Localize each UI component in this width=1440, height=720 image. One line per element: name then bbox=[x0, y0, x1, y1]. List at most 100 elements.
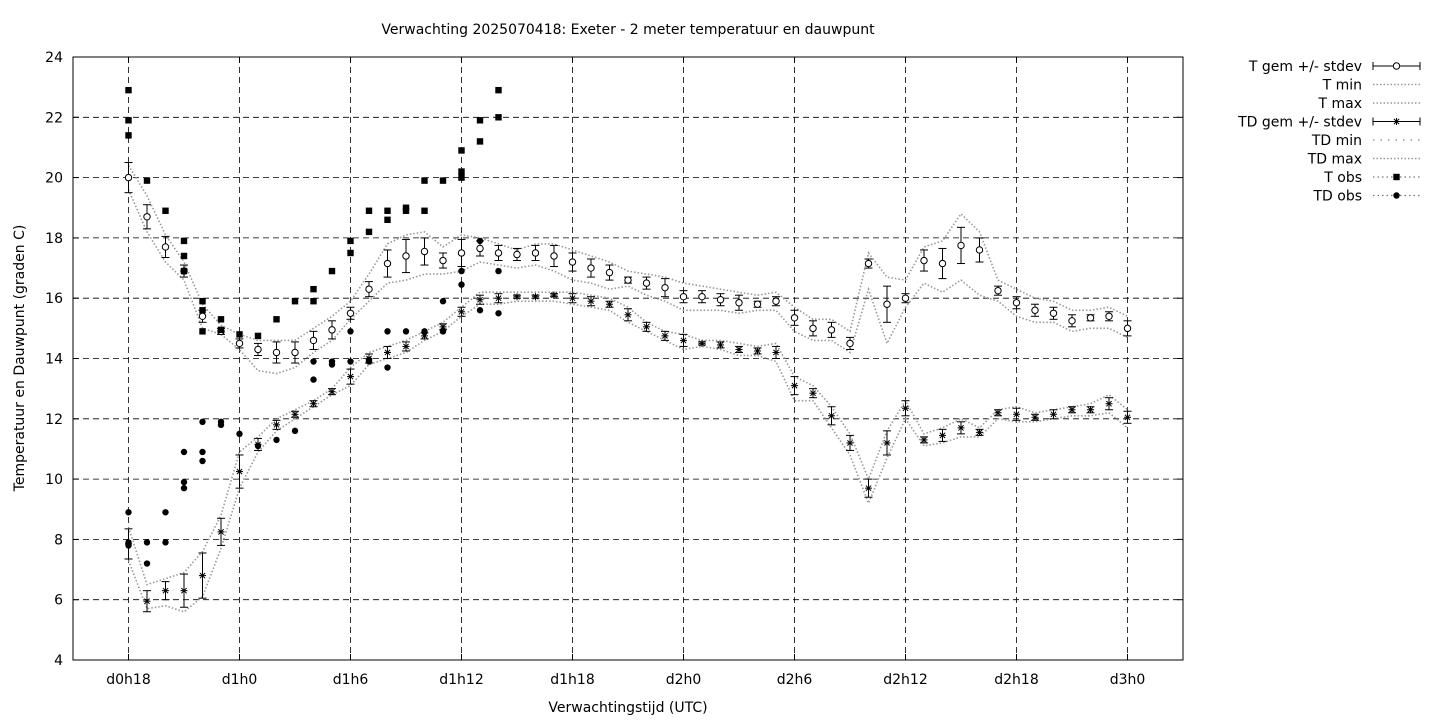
t-obs-point bbox=[439, 177, 447, 184]
t-obs-point bbox=[365, 228, 373, 236]
td-min-line bbox=[127, 300, 1129, 613]
t-gem-point bbox=[1012, 299, 1021, 307]
t-gem-point bbox=[1031, 306, 1039, 314]
legend: T gem +/- stdev T min T max TD gem +/- stde… bbox=[1237, 59, 1421, 205]
t-gem-point bbox=[198, 312, 207, 320]
t-gem-point bbox=[957, 241, 965, 250]
axis-ticks: 4 6 8 10 12 14 16 18 20 22 24 d0h18 d1h0 d1h6 d1h12 d1h… bbox=[45, 50, 1183, 688]
t-gem-point bbox=[1086, 314, 1095, 322]
td-obs-point bbox=[199, 448, 206, 456]
td-obs-point bbox=[143, 539, 151, 546]
t-gem-point bbox=[143, 213, 151, 221]
t-obs-point bbox=[199, 298, 206, 305]
legend-marker bbox=[1393, 118, 1400, 125]
legend-label: T obs bbox=[1323, 170, 1362, 186]
td-gem-point bbox=[495, 294, 502, 302]
t-gem-point bbox=[439, 256, 447, 265]
t-obs-point bbox=[495, 114, 502, 121]
td-gem-point bbox=[883, 439, 891, 447]
chart-title: Verwachting 2025070418: Exeter - 2 meter… bbox=[381, 22, 875, 38]
t-obs-point bbox=[162, 207, 169, 214]
t-gem-point bbox=[346, 309, 355, 317]
td-obs-point bbox=[199, 418, 206, 426]
t-gem-point bbox=[513, 250, 521, 259]
t-obs-point bbox=[421, 207, 428, 214]
td-gem-point bbox=[606, 300, 613, 308]
td-gem-point bbox=[1068, 406, 1076, 414]
td-gem-point bbox=[1031, 413, 1039, 421]
td-obs-point bbox=[125, 542, 132, 549]
legend-item-t-min: T min bbox=[1322, 78, 1420, 94]
td-gem-point bbox=[643, 323, 650, 331]
grid-lines bbox=[73, 57, 1183, 660]
t-obs-point bbox=[384, 207, 391, 214]
t-gem-point bbox=[975, 246, 984, 254]
y-tick-label: 24 bbox=[45, 50, 63, 66]
t-obs-point bbox=[199, 328, 206, 335]
y-tick-label: 22 bbox=[45, 110, 63, 126]
t-gem-point bbox=[383, 259, 392, 268]
t-obs-point bbox=[125, 117, 132, 124]
t-gem-point bbox=[716, 296, 725, 304]
td-gem-point bbox=[698, 339, 706, 347]
t-gem-point bbox=[1105, 312, 1113, 320]
t-obs-point bbox=[458, 168, 465, 175]
y-tick-label: 6 bbox=[54, 593, 63, 609]
td-gem-point bbox=[1013, 410, 1020, 418]
td-gem-point bbox=[587, 297, 595, 305]
legend-label: T min bbox=[1322, 78, 1362, 94]
td-obs-point bbox=[125, 509, 132, 516]
t-gem-point bbox=[1049, 309, 1058, 317]
td-gem-point bbox=[162, 587, 169, 595]
t-obs-point bbox=[236, 331, 243, 338]
t-gem-point bbox=[827, 326, 836, 334]
legend-item-t-gem-stdev: T gem +/- stdev bbox=[1248, 59, 1421, 75]
td-gem-point bbox=[402, 342, 410, 350]
t-obs-point bbox=[347, 237, 354, 245]
t-gem-point bbox=[605, 268, 614, 277]
td-gem-point bbox=[1050, 410, 1057, 418]
t-gem-point bbox=[420, 247, 429, 256]
td-obs-point bbox=[310, 358, 317, 365]
series-layer bbox=[124, 86, 1132, 613]
t-gem-point bbox=[476, 244, 484, 253]
y-axis-label: Temperatuur en Dauwpunt (graden C) bbox=[12, 225, 28, 493]
td-gem-point bbox=[569, 294, 576, 302]
td-gem-point bbox=[550, 291, 558, 299]
td-gem-point bbox=[532, 293, 539, 301]
t-obs-point bbox=[365, 207, 373, 214]
t-obs-point bbox=[402, 207, 410, 214]
t-obs-point bbox=[254, 332, 262, 340]
t-gem-point bbox=[124, 173, 133, 182]
td-gem-point bbox=[920, 436, 928, 444]
t-gem-point bbox=[309, 336, 318, 345]
td-gem-point bbox=[1105, 400, 1113, 408]
y-tick-label: 20 bbox=[45, 171, 63, 187]
td-obs-point bbox=[347, 328, 354, 335]
td-obs-point bbox=[476, 307, 484, 314]
t-gem-point bbox=[291, 348, 299, 357]
x-tick-label: d2h12 bbox=[883, 672, 927, 688]
t-gem-point bbox=[661, 283, 669, 292]
td-gem-point bbox=[384, 348, 391, 356]
td-gem-point bbox=[957, 424, 965, 432]
t-obs-point bbox=[495, 86, 502, 94]
td-gem-point bbox=[846, 439, 854, 447]
t-gem-point bbox=[772, 297, 780, 305]
t-gem-point bbox=[365, 285, 373, 293]
t-gem-point bbox=[624, 276, 632, 284]
t-gem-point bbox=[938, 259, 947, 268]
td-gem-point bbox=[1087, 406, 1094, 414]
t-gem-point bbox=[568, 258, 577, 266]
td-gem-point bbox=[828, 412, 835, 420]
t-obs-point bbox=[458, 147, 465, 154]
td-gem-point bbox=[458, 308, 465, 316]
t-gem-point bbox=[809, 324, 817, 333]
td-gem-point bbox=[217, 528, 225, 536]
legend-label: T max bbox=[1317, 96, 1362, 112]
t-obs-point bbox=[180, 267, 188, 275]
td-obs-point bbox=[273, 436, 280, 444]
legend-marker bbox=[1392, 62, 1401, 70]
td-gem-point bbox=[291, 410, 299, 418]
